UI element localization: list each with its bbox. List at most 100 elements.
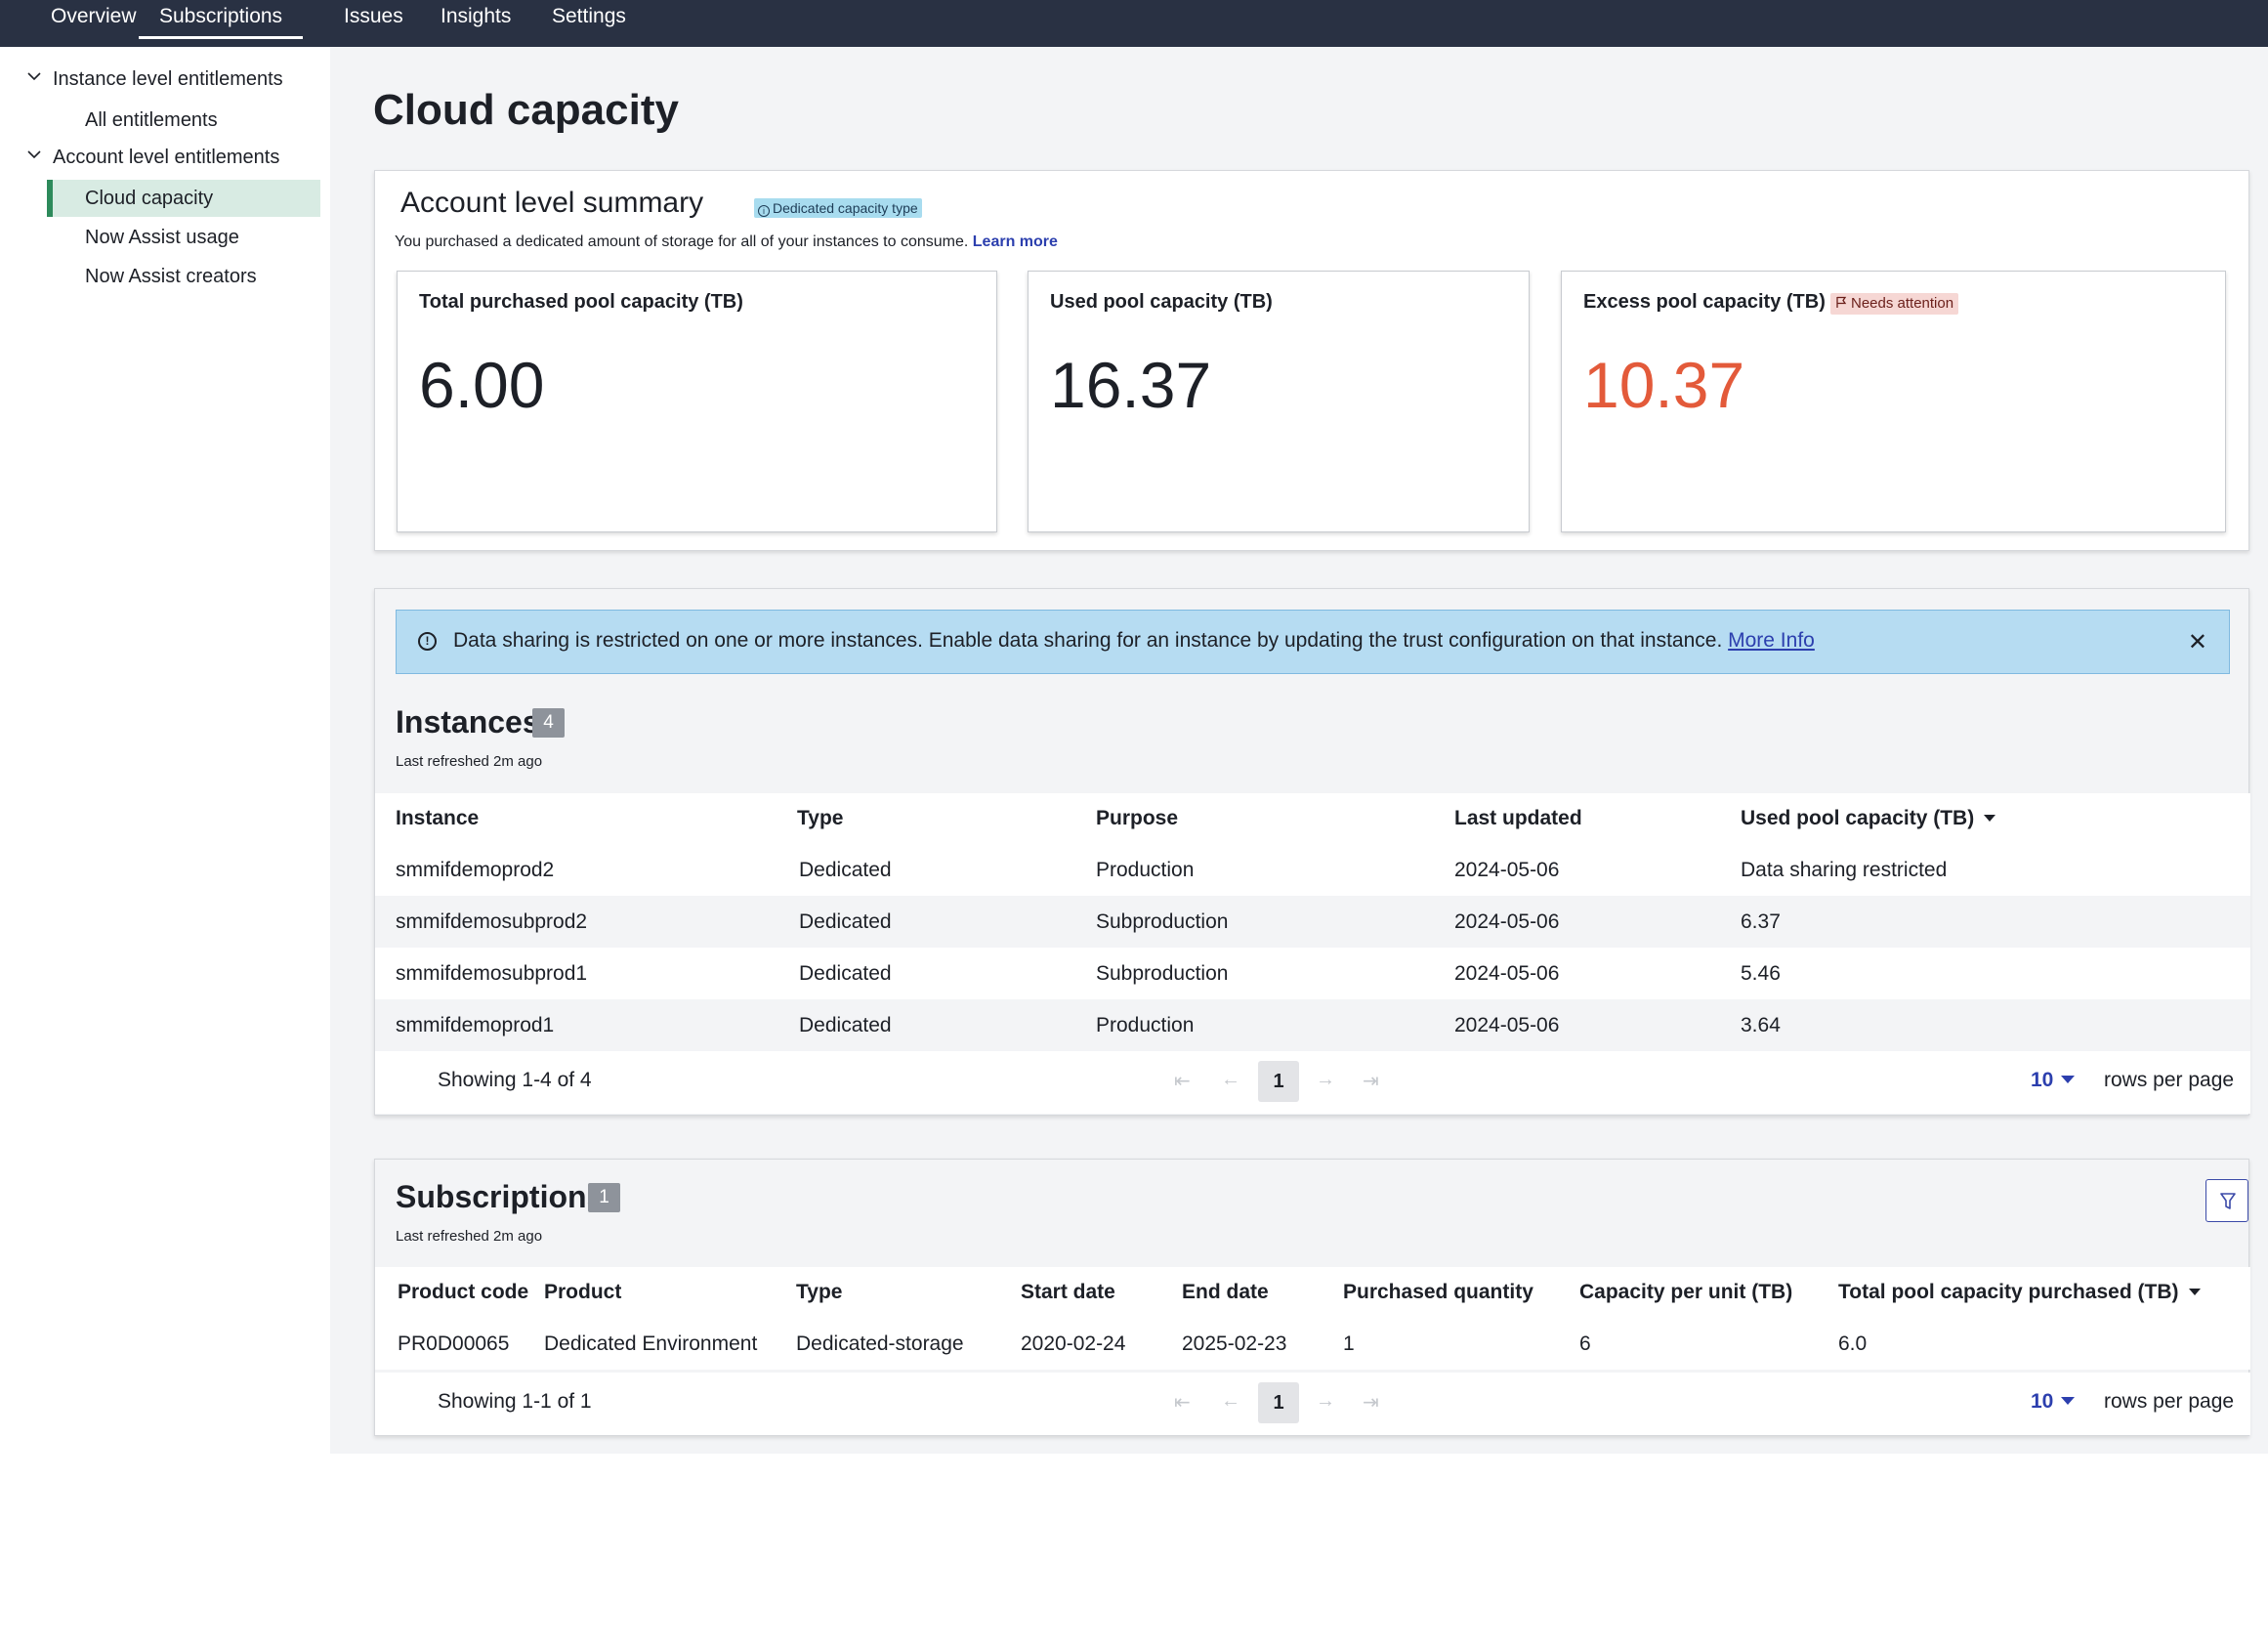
- pagination-summary: Showing 1-1 of 1: [438, 1390, 592, 1413]
- sidebar-group-label: Account level entitlements: [53, 147, 280, 168]
- last-page-icon[interactable]: ⇥: [1363, 1392, 1379, 1414]
- metric-value: 16.37: [1050, 349, 1212, 421]
- account-summary-card: Account level summary i Dedicated capacit…: [374, 170, 2249, 551]
- table-row[interactable]: PR0D00065 Dedicated Environment Dedicate…: [375, 1318, 2250, 1370]
- col-header-instance[interactable]: Instance: [375, 793, 797, 844]
- rows-per-page-select[interactable]: 10: [2031, 1069, 2076, 1092]
- cell-used-pool: 5.46: [1741, 948, 2250, 999]
- cell-type: Dedicated: [797, 999, 1096, 1051]
- learn-more-link[interactable]: Learn more: [972, 233, 1058, 250]
- chevron-down-icon: [27, 150, 41, 159]
- col-header-product-code[interactable]: Product code: [375, 1267, 544, 1318]
- subscriptions-pagination: Showing 1-1 of 1 ⇤ ← 1 → ⇥ 10 rows per p…: [375, 1373, 2250, 1435]
- subscriptions-card: Subscriptions 1 Last refreshed 2m ago Pr…: [374, 1159, 2250, 1436]
- first-page-icon[interactable]: ⇤: [1174, 1392, 1191, 1414]
- cell-start-date: 2020-02-24: [1021, 1318, 1182, 1370]
- metric-value: 10.37: [1583, 349, 1745, 421]
- data-sharing-banner: ! Data sharing is restricted on one or m…: [396, 610, 2230, 674]
- cell-end-date: 2025-02-23: [1182, 1318, 1343, 1370]
- instances-card: ! Data sharing is restricted on one or m…: [374, 588, 2250, 1116]
- table-header-row: Product code Product Type Start date End…: [375, 1267, 2250, 1318]
- col-header-type[interactable]: Type: [796, 1267, 1021, 1318]
- col-header-purpose[interactable]: Purpose: [1096, 793, 1454, 844]
- cell-last-updated: 2024-05-06: [1454, 999, 1741, 1051]
- cell-product-code: PR0D00065: [375, 1318, 544, 1370]
- tab-overview[interactable]: Overview: [51, 5, 137, 27]
- current-page-button[interactable]: 1: [1258, 1382, 1299, 1423]
- main-content: Cloud capacity Account level summary i De…: [330, 47, 2268, 1454]
- tab-settings[interactable]: Settings: [552, 5, 626, 27]
- col-header-purchased-quantity[interactable]: Purchased quantity: [1343, 1267, 1579, 1318]
- cell-last-updated: 2024-05-06: [1454, 844, 1741, 896]
- col-header-product[interactable]: Product: [544, 1267, 796, 1318]
- metric-label: Excess pool capacity (TB): [1583, 291, 1826, 313]
- cell-type: Dedicated: [797, 948, 1096, 999]
- sidebar-item-all-entitlements[interactable]: All entitlements: [85, 109, 218, 131]
- sidebar-item-now-assist-creators[interactable]: Now Assist creators: [85, 266, 257, 287]
- cell-type: Dedicated: [797, 896, 1096, 948]
- first-page-icon[interactable]: ⇤: [1174, 1071, 1191, 1092]
- col-header-type[interactable]: Type: [797, 793, 1096, 844]
- metric-value: 6.00: [419, 349, 545, 421]
- instances-table: Instance Type Purpose Last updated Used …: [375, 793, 2250, 1051]
- flag-icon: [1836, 296, 1847, 308]
- instances-pagination: Showing 1-4 of 4 ⇤ ← 1 → ⇥ 10 rows per p…: [375, 1051, 2250, 1114]
- sidebar-item-cloud-capacity[interactable]: Cloud capacity: [47, 180, 320, 217]
- col-header-capacity-per-unit[interactable]: Capacity per unit (TB): [1579, 1267, 1838, 1318]
- rows-per-page-value: 10: [2031, 1069, 2054, 1091]
- needs-attention-label: Needs attention: [1851, 295, 1954, 312]
- sidebar-group-account-level[interactable]: Account level entitlements: [27, 147, 279, 169]
- cell-purpose: Production: [1096, 999, 1454, 1051]
- metric-label: Used pool capacity (TB): [1050, 291, 1273, 313]
- col-header-used-pool[interactable]: Used pool capacity (TB): [1741, 793, 2250, 844]
- rows-per-page-select[interactable]: 10: [2031, 1390, 2076, 1414]
- tab-subscriptions[interactable]: Subscriptions: [139, 0, 304, 39]
- chevron-down-icon: [2061, 1076, 2076, 1083]
- metric-label: Total purchased pool capacity (TB): [419, 291, 743, 313]
- info-icon: !: [418, 632, 437, 651]
- current-page-button[interactable]: 1: [1258, 1061, 1299, 1102]
- sort-desc-icon: [1984, 815, 1996, 822]
- top-nav: Overview Subscriptions Issues Insights S…: [0, 0, 2268, 47]
- sidebar-group-instance-level[interactable]: Instance level entitlements: [27, 68, 283, 91]
- prev-page-icon[interactable]: ←: [1221, 1069, 1240, 1090]
- more-info-link[interactable]: More Info: [1728, 629, 1815, 652]
- info-icon: i: [758, 205, 770, 217]
- table-row[interactable]: smmifdemosubprod2 Dedicated Subproductio…: [375, 896, 2250, 948]
- table-header-row: Instance Type Purpose Last updated Used …: [375, 793, 2250, 844]
- next-page-icon[interactable]: →: [1316, 1069, 1335, 1090]
- instances-count-badge: 4: [532, 708, 565, 738]
- banner-message: Data sharing is restricted on one or mor…: [453, 629, 1815, 653]
- rows-per-page-label: rows per page: [2104, 1069, 2235, 1091]
- table-row[interactable]: smmifdemoprod1 Dedicated Production 2024…: [375, 999, 2250, 1051]
- last-page-icon[interactable]: ⇥: [1363, 1071, 1379, 1092]
- subscriptions-table: Product code Product Type Start date End…: [375, 1267, 2250, 1370]
- sidebar: Instance level entitlements All entitlem…: [0, 47, 330, 1454]
- sidebar-item-now-assist-usage[interactable]: Now Assist usage: [85, 227, 239, 248]
- cell-instance: smmifdemosubprod1: [375, 948, 797, 999]
- rows-per-page-value: 10: [2031, 1390, 2054, 1413]
- col-header-last-updated[interactable]: Last updated: [1454, 793, 1741, 844]
- cell-purpose: Production: [1096, 844, 1454, 896]
- col-header-end-date[interactable]: End date: [1182, 1267, 1343, 1318]
- prev-page-icon[interactable]: ←: [1221, 1390, 1240, 1412]
- col-header-start-date[interactable]: Start date: [1021, 1267, 1182, 1318]
- tab-insights[interactable]: Insights: [441, 5, 512, 27]
- metric-card-used-pool: Used pool capacity (TB) 16.37: [1028, 271, 1530, 532]
- col-header-label: Used pool capacity (TB): [1741, 807, 1975, 829]
- col-header-total-pool[interactable]: Total pool capacity purchased (TB): [1838, 1267, 2250, 1318]
- subscriptions-refreshed: Last refreshed 2m ago: [396, 1228, 543, 1245]
- cell-used-pool: 6.37: [1741, 896, 2250, 948]
- next-page-icon[interactable]: →: [1316, 1390, 1335, 1412]
- pagination-summary: Showing 1-4 of 4: [438, 1069, 592, 1091]
- tab-issues[interactable]: Issues: [344, 5, 403, 27]
- banner-text: Data sharing is restricted on one or mor…: [453, 629, 1723, 652]
- close-icon[interactable]: ✕: [2187, 629, 2207, 655]
- summary-description-text: You purchased a dedicated amount of stor…: [395, 233, 969, 250]
- table-row[interactable]: smmifdemoprod2 Dedicated Production 2024…: [375, 844, 2250, 896]
- chevron-down-icon: [2061, 1397, 2076, 1405]
- instances-title: Instances: [396, 704, 540, 740]
- cell-product: Dedicated Environment: [544, 1318, 796, 1370]
- table-row[interactable]: smmifdemosubprod1 Dedicated Subproductio…: [375, 948, 2250, 999]
- filter-button[interactable]: [2205, 1179, 2248, 1222]
